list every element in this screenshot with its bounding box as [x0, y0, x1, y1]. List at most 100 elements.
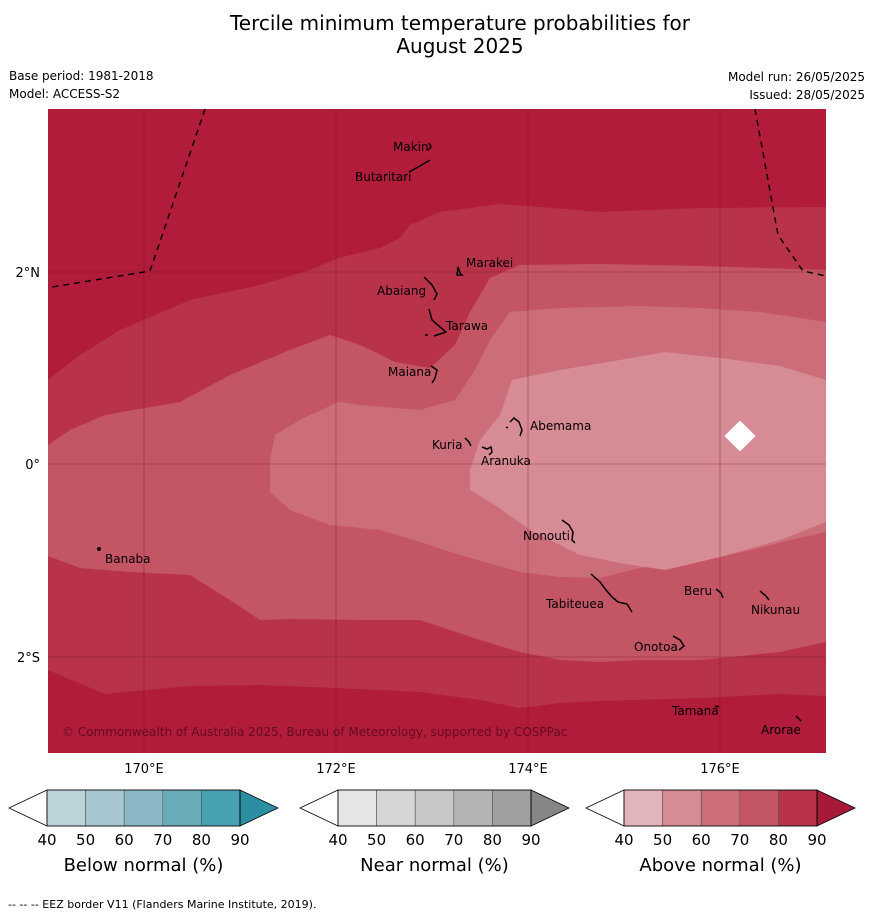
colorbar-extend-low [299, 789, 339, 827]
colorbar-cell [492, 789, 532, 827]
island-tarawa [425, 308, 448, 337]
label-banaba: Banaba [105, 552, 151, 566]
eez-border-west [51, 109, 206, 288]
colorbar-tick-label: 90 [521, 831, 540, 849]
label-tabiteuea: Tabiteuea [545, 597, 604, 611]
lon-axis-labels: 170°E 172°E 174°E 176°E [124, 762, 740, 777]
label-tamana: Tamana [671, 704, 719, 718]
label-marakei: Marakei [466, 256, 513, 270]
island-makin [427, 142, 432, 151]
colorbar-3: 40 50 60 70 80 90 Above normal (%) [585, 789, 856, 876]
label-abemama: Abemama [530, 419, 591, 433]
colorbar-cell [123, 789, 164, 827]
island-maiana [430, 365, 438, 384]
colorbar-tick-label: 70 [153, 831, 172, 849]
map-title: Tercile minimum temperature probabilitie… [0, 12, 873, 58]
colorbar-frame [623, 789, 818, 827]
colorbar-tick-label: 40 [37, 831, 56, 849]
label-aranuka: Aranuka [481, 454, 531, 468]
island-tabiteuea [590, 573, 633, 613]
label-onotoa: Onotoa [634, 640, 678, 654]
colorbar-cell [739, 789, 779, 827]
probability-contours: Makin Butaritari Marakei Abaiang Tarawa … [48, 109, 826, 753]
island-onotoa [672, 635, 686, 651]
label-arorae: Arorae [761, 723, 801, 737]
colorbar-title: Above normal (%) [639, 855, 801, 876]
model-text: Model: ACCESS-S2 [9, 87, 121, 101]
colorbars: 40 50 60 70 80 90 Below normal (%) 40 50 60 70 80 90… [8, 789, 856, 876]
colorbar-frame [337, 789, 532, 827]
base-period-text: Base period: 1981-2018 [9, 69, 154, 83]
colorbar-tick-label: 70 [444, 831, 463, 849]
colorbar-tick-label: 40 [614, 831, 633, 849]
lat-label-2s: 2°S [17, 651, 40, 666]
colorbar-tick-label: 90 [230, 831, 249, 849]
title-line-2: August 2025 [396, 34, 524, 58]
colorbar-cell [414, 789, 455, 827]
island-outlines [97, 142, 802, 722]
footnote-eez: -- -- -- EEZ border V11 (Flanders Marine… [8, 898, 317, 911]
island-abaiang [423, 276, 438, 301]
island-tamana [714, 705, 720, 708]
colorbar-tick-label: 60 [115, 831, 134, 849]
island-nikunau [759, 590, 770, 601]
label-abaiang: Abaiang [377, 284, 426, 298]
lon-label-172e: 172°E [316, 762, 356, 777]
colorbar-cell [376, 789, 416, 827]
island-abemama [505, 416, 523, 437]
colorbar-tick-label: 70 [730, 831, 749, 849]
contour-level-50 [470, 352, 826, 570]
label-makin: Makin [393, 140, 429, 154]
colorbar-frame [46, 789, 241, 827]
meta-left: Base period: 1981-2018 Model: ACCESS-S2 [9, 67, 154, 103]
lat-label-2n: 2°N [16, 266, 41, 281]
model-run-text: Model run: 26/05/2025 [727, 70, 865, 84]
island-nonouti [561, 519, 576, 544]
colorbar-title: Below normal (%) [64, 855, 224, 876]
colorbar-extend-high [816, 789, 856, 827]
graticule [48, 109, 826, 753]
colorbar-extend-high [530, 789, 570, 827]
colorbar-cell [85, 789, 125, 827]
colorbar-tick-label: 80 [483, 831, 502, 849]
colorbar-tick-label: 80 [192, 831, 211, 849]
colorbar-1: 40 50 60 70 80 90 Below normal (%) [8, 789, 279, 876]
issued-text: Issued: 28/05/2025 [749, 88, 865, 102]
label-kuria: Kuria [432, 438, 463, 452]
island-banaba [97, 547, 101, 551]
colorbar-cell [201, 789, 241, 827]
colorbar-tick-label: 40 [328, 831, 347, 849]
colorbar-tick-label: 50 [653, 831, 672, 849]
lon-label-170e: 170°E [124, 762, 164, 777]
colorbar-tick-label: 50 [76, 831, 95, 849]
colorbar-tick-label: 60 [692, 831, 711, 849]
colorbar-title: Near normal (%) [360, 855, 509, 876]
island-kuria [464, 437, 472, 447]
island-beru [715, 588, 724, 599]
island-butaritari [408, 159, 431, 173]
colorbar-cell [46, 789, 86, 827]
colorbar-extend-low [585, 789, 625, 827]
lat-label-0: 0° [25, 458, 40, 473]
colorbar-tick-label: 60 [406, 831, 425, 849]
colorbar-tick-label: 50 [367, 831, 386, 849]
lon-label-174e: 174°E [508, 762, 548, 777]
label-nikunau: Nikunau [751, 603, 800, 617]
place-labels: Makin Butaritari Marakei Abaiang Tarawa … [105, 140, 801, 737]
label-beru: Beru [684, 584, 712, 598]
colorbar-tick-label: 90 [807, 831, 826, 849]
colorbar-cell [162, 789, 202, 827]
colorbar-cell [453, 789, 493, 827]
label-maiana: Maiana [388, 365, 431, 379]
colorbar-2: 40 50 60 70 80 90 Near normal (%) [299, 789, 570, 876]
label-tarawa: Tarawa [445, 319, 488, 333]
colorbar-extend-high [239, 789, 279, 827]
lat-axis-labels: 2°N 0° 2°S [16, 266, 41, 666]
meta-right: Model run: 26/05/2025 Issued: 28/05/2025 [728, 68, 865, 104]
label-nonouti: Nonouti [523, 529, 570, 543]
lon-label-176e: 176°E [700, 762, 740, 777]
colorbar-cell [662, 789, 702, 827]
island-aranuka [481, 445, 493, 456]
eez-border [51, 109, 826, 288]
colorbar-extend-low [8, 789, 48, 827]
